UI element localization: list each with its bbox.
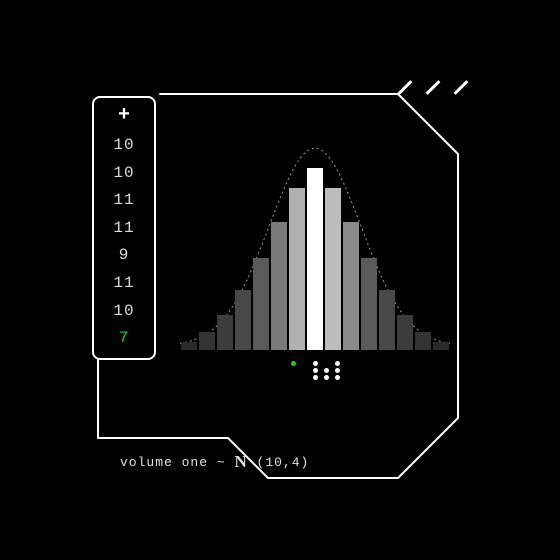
dot-green	[291, 361, 296, 366]
dot-white	[324, 368, 329, 373]
dot-empty	[324, 361, 329, 366]
value-list-panel: + 10 10 11 11 9 11 10 7	[92, 96, 156, 360]
dot-grid	[180, 359, 450, 380]
dot-white	[313, 361, 318, 366]
histogram-bar	[199, 332, 215, 350]
histogram-bar	[181, 342, 197, 350]
plus-icon: +	[118, 106, 130, 126]
histogram-bar	[307, 168, 323, 350]
list-item: 10	[113, 301, 134, 323]
histogram-bar	[217, 315, 233, 350]
list-item: 11	[113, 218, 134, 240]
dot-empty	[346, 375, 351, 380]
list-item: 11	[113, 273, 134, 295]
dot-white	[324, 375, 329, 380]
dot-empty	[280, 361, 285, 366]
dot-empty	[302, 361, 307, 366]
dot-empty	[291, 368, 296, 373]
dot-empty	[357, 375, 362, 380]
histogram-bar	[325, 188, 341, 350]
list-item: 11	[113, 190, 134, 212]
dot-empty	[302, 368, 307, 373]
histogram-bars	[180, 120, 450, 350]
dot-empty	[346, 368, 351, 373]
caption-params: (10,4)	[257, 455, 310, 470]
caption-prefix: volume one ~	[120, 455, 226, 470]
dot-white	[313, 375, 318, 380]
histogram-bar	[433, 342, 449, 350]
histogram-bar	[361, 258, 377, 350]
histogram-bar	[343, 222, 359, 350]
dot-empty	[302, 375, 307, 380]
histogram-bar	[289, 188, 305, 350]
dot-empty	[269, 368, 274, 373]
histogram-bar	[253, 258, 269, 350]
caption: volume one ~ N (10,4)	[120, 452, 309, 472]
corner-tick-marks	[396, 86, 470, 89]
list-item: 9	[119, 245, 130, 267]
dot-white	[335, 375, 340, 380]
list-item: 10	[113, 135, 134, 157]
dot-empty	[346, 361, 351, 366]
dot-white	[313, 368, 318, 373]
dot-empty	[269, 361, 274, 366]
dot-empty	[280, 368, 285, 373]
dot-white	[335, 361, 340, 366]
dot-empty	[357, 368, 362, 373]
dot-empty	[280, 375, 285, 380]
histogram-bar	[379, 290, 395, 350]
histogram-bar	[415, 332, 431, 350]
histogram-bar	[397, 315, 413, 350]
dot-empty	[357, 361, 362, 366]
caption-dist-symbol: N	[234, 452, 247, 471]
list-item-highlighted: 7	[119, 328, 130, 350]
histogram-bar	[271, 222, 287, 350]
list-item: 10	[113, 163, 134, 185]
dot-empty	[269, 375, 274, 380]
distribution-chart	[180, 120, 450, 380]
dot-empty	[291, 375, 296, 380]
dot-white	[335, 368, 340, 373]
histogram-bar	[235, 290, 251, 350]
